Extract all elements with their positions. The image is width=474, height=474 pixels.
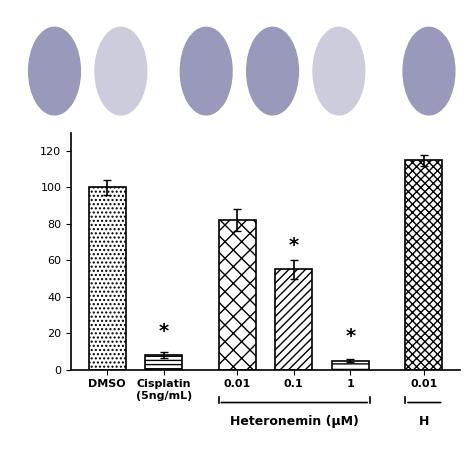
Circle shape bbox=[313, 27, 365, 115]
Bar bbox=[275, 269, 312, 370]
Circle shape bbox=[403, 27, 455, 115]
Circle shape bbox=[95, 27, 147, 115]
Bar bbox=[89, 187, 126, 370]
Bar bbox=[405, 160, 442, 370]
Text: H: H bbox=[419, 415, 429, 428]
Bar bbox=[219, 220, 255, 370]
Text: *: * bbox=[159, 321, 169, 340]
Text: *: * bbox=[345, 327, 356, 346]
Text: Heteronemin (μM): Heteronemin (μM) bbox=[230, 415, 359, 428]
Text: *: * bbox=[289, 236, 299, 255]
Bar bbox=[332, 361, 369, 370]
Bar bbox=[146, 355, 182, 370]
Circle shape bbox=[28, 27, 81, 115]
Circle shape bbox=[180, 27, 232, 115]
Circle shape bbox=[246, 27, 299, 115]
